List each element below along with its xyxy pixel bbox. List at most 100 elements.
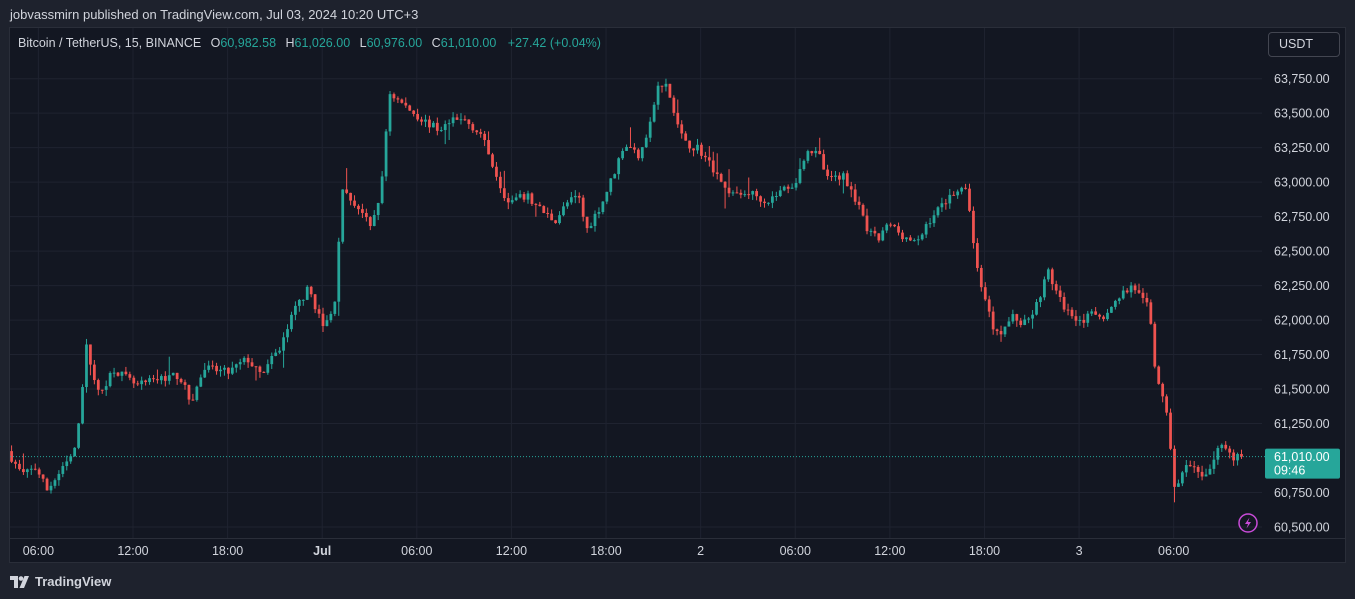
candle-body: [120, 371, 124, 376]
candle-body: [10, 451, 13, 462]
open-label: O: [210, 36, 221, 50]
candle-body: [995, 329, 999, 332]
candle-body: [932, 215, 936, 224]
candle-body: [1153, 323, 1157, 367]
candle-body: [802, 160, 806, 170]
candle-body: [798, 169, 802, 183]
time-tick-label: 3: [1076, 544, 1083, 558]
candle-body: [148, 378, 151, 383]
time-tick-label: 18:00: [590, 544, 621, 558]
candle-body: [357, 205, 360, 210]
candle-body: [49, 485, 53, 491]
candle-body: [1161, 383, 1165, 397]
change-value: +27.42 (+0.04%): [507, 36, 601, 50]
time-tick-label: 12:00: [874, 544, 905, 558]
candle-body: [518, 194, 522, 198]
candle-body: [1236, 454, 1239, 461]
price-tick-label: 63,500.00: [1274, 107, 1330, 121]
candle-body: [1228, 448, 1232, 453]
candle-body: [1054, 284, 1058, 291]
time-tick-label: 12:00: [496, 544, 527, 558]
candle-body: [45, 478, 49, 491]
candle-body: [345, 189, 349, 193]
candle-body: [830, 176, 833, 178]
candle-body: [841, 173, 845, 180]
lightning-icon[interactable]: [1238, 513, 1258, 533]
candle-body: [116, 372, 120, 376]
candle-body: [692, 148, 695, 151]
time-tick-label: Jul: [313, 544, 331, 558]
candle-body: [18, 463, 21, 470]
time-tick-label: 12:00: [117, 544, 148, 558]
candle-body: [968, 188, 971, 211]
candle-body: [731, 192, 735, 194]
candle-body: [361, 209, 364, 213]
candle-body: [510, 200, 514, 203]
candle-body: [467, 119, 471, 125]
brand-name: TradingView: [35, 574, 112, 589]
candle-body: [1188, 465, 1192, 467]
currency-button[interactable]: USDT: [1268, 32, 1340, 57]
candle-body: [128, 374, 132, 378]
candle-body: [704, 155, 707, 158]
candle-body: [589, 225, 593, 229]
price-axis[interactable]: 63,750.00 63,500.00 63,250.00 63,000.00 62,7…: [1274, 72, 1330, 534]
candle-body: [495, 166, 498, 177]
candle-body: [751, 191, 755, 195]
candle-body: [286, 329, 289, 338]
candle-body: [499, 176, 502, 189]
candle-body: [309, 286, 313, 295]
candle-body: [1177, 483, 1180, 487]
candle-body: [502, 188, 506, 199]
candle-body: [664, 83, 668, 87]
price-tick-label: 62,500.00: [1274, 245, 1330, 259]
candle-body: [1043, 279, 1046, 298]
candle-body: [41, 474, 45, 479]
candle-body: [774, 196, 778, 198]
symbol-legend[interactable]: Bitcoin / TetherUS, 15, BINANCE O60,982.…: [18, 36, 601, 50]
candle-body: [767, 202, 770, 204]
candle-body: [408, 105, 412, 111]
candle-body: [1007, 321, 1011, 327]
candle-body: [952, 194, 956, 196]
candle-body: [223, 367, 226, 370]
candle-body: [885, 224, 889, 231]
candle-body: [254, 366, 258, 368]
candle-body: [487, 140, 490, 155]
candle-body: [550, 213, 554, 221]
candle-body: [14, 461, 17, 464]
time-axis[interactable]: 06:00 12:00 18:00 Jul 06:00 12:00 18:00 2 06:00 1…: [23, 544, 1190, 558]
candle-body: [1050, 269, 1054, 285]
candle-body: [644, 137, 648, 148]
candle-body: [1192, 466, 1196, 468]
candle-body: [715, 172, 719, 175]
candle-body: [814, 150, 818, 154]
candle-body: [1196, 466, 1200, 472]
candle-body: [1149, 302, 1153, 324]
close-label: C: [431, 36, 441, 50]
candle-body: [601, 201, 605, 213]
candle-body: [459, 119, 463, 121]
candle-body: [538, 204, 542, 207]
candle-body: [759, 196, 762, 202]
candle-body: [443, 124, 447, 131]
footer-brand[interactable]: TradingView: [10, 574, 111, 589]
candle-body: [191, 399, 195, 401]
candle-body: [597, 212, 601, 214]
candle-body: [230, 367, 234, 374]
price-tag-countdown: 09:46: [1274, 464, 1305, 478]
price-tick-label: 60,500.00: [1274, 520, 1330, 534]
candle-body: [1208, 468, 1212, 475]
candle-body: [297, 299, 301, 306]
candle-body: [89, 344, 92, 365]
candle-body: [526, 193, 530, 200]
last-price-tag: 61,010.00 09:46: [1265, 448, 1340, 479]
candle-body: [238, 362, 242, 365]
candle-body: [936, 207, 940, 216]
candle-body: [455, 117, 459, 120]
candle-body: [778, 190, 782, 197]
candle-body: [404, 102, 408, 106]
candle-body: [175, 372, 179, 380]
close-value: 61,010.00: [440, 36, 497, 50]
